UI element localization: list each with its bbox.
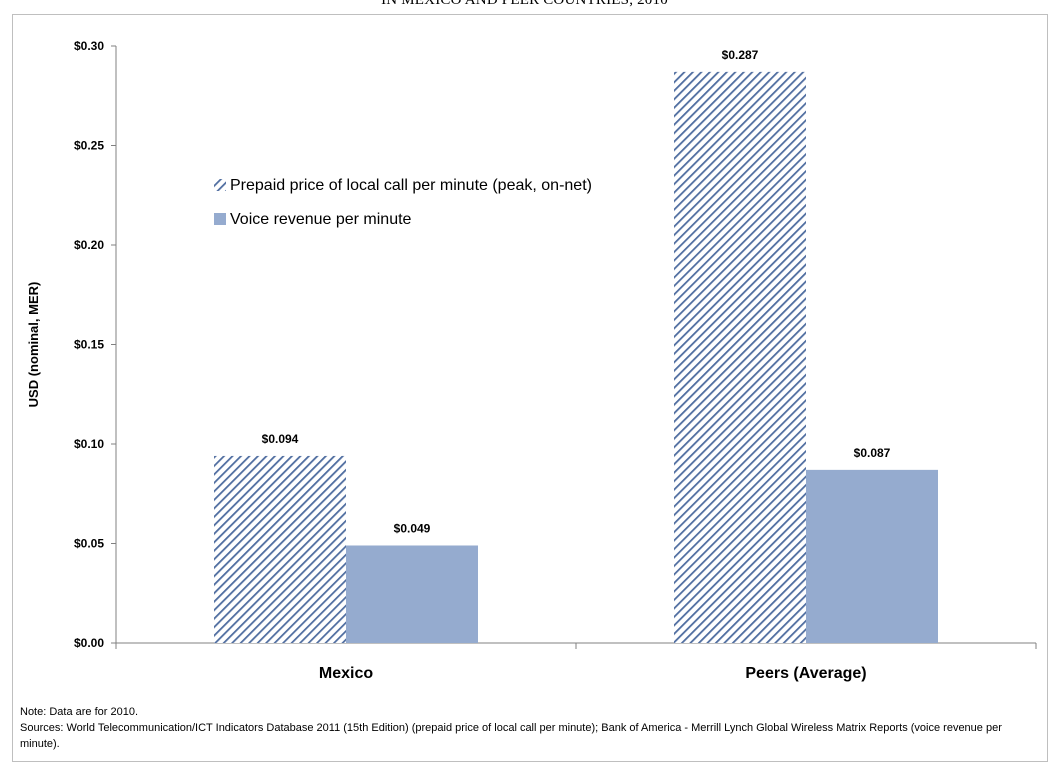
y-tick-label: $0.10 bbox=[74, 437, 104, 451]
x-category-label: Mexico bbox=[319, 665, 373, 682]
legend: Prepaid price of local call per minute (… bbox=[214, 177, 592, 228]
legend-swatch bbox=[214, 213, 226, 225]
chart-frame bbox=[12, 14, 1048, 762]
legend-swatch bbox=[214, 179, 226, 191]
y-tick-label: $0.20 bbox=[74, 238, 104, 252]
bars bbox=[214, 71, 938, 644]
data-labels: $0.094 $0.049 $0.287 $0.087 bbox=[262, 48, 891, 536]
y-tick-label: $0.30 bbox=[74, 39, 104, 53]
data-label: $0.049 bbox=[394, 521, 431, 535]
data-label: $0.087 bbox=[854, 446, 891, 460]
data-label: $0.094 bbox=[262, 432, 299, 446]
y-tick-label: $0.00 bbox=[74, 636, 104, 650]
legend-label: Voice revenue per minute bbox=[230, 211, 412, 228]
sources-text: Sources: World Telecommunication/ICT Ind… bbox=[20, 722, 1002, 750]
bar-chart: $0.00 $0.05 $0.10 $0.15 $0.20 $0.25 $0.30 USD (… bbox=[26, 39, 1037, 682]
note-text: Note: Data are for 2010. bbox=[20, 706, 139, 718]
bar bbox=[806, 469, 938, 643]
chart-notes: Note: Data are for 2010. Sources: World … bbox=[20, 704, 1040, 752]
y-tick-label: $0.15 bbox=[74, 338, 104, 352]
bar bbox=[346, 545, 478, 643]
y-axis-title: USD (nominal, MER) bbox=[26, 282, 41, 408]
bar bbox=[214, 455, 346, 643]
bar bbox=[674, 71, 806, 644]
axes: $0.00 $0.05 $0.10 $0.15 $0.20 $0.25 $0.30 USD (… bbox=[26, 39, 1037, 682]
y-tick-label: $0.05 bbox=[74, 537, 104, 551]
chart-title: IN MEXICO AND PEER COUNTRIES, 2010 bbox=[381, 0, 668, 8]
data-label: $0.287 bbox=[722, 48, 759, 62]
x-category-label: Peers (Average) bbox=[745, 665, 866, 682]
y-tick-label: $0.25 bbox=[74, 139, 104, 153]
legend-label: Prepaid price of local call per minute (… bbox=[230, 177, 592, 194]
